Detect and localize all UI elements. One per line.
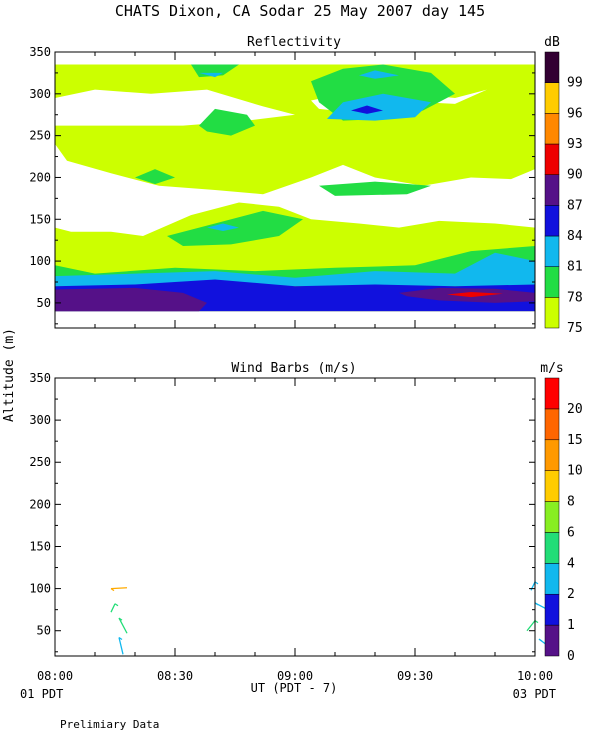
contour-level-81: [199, 72, 223, 78]
refl-colorbar-swatch: [544, 143, 560, 175]
wind-barb-flag: [538, 638, 543, 642]
wind-colorbar-swatch: [544, 501, 560, 533]
wind-ytick-label: 350: [29, 371, 51, 385]
refl-colorbar-label: 96: [567, 106, 583, 121]
wind-barb: [110, 603, 116, 613]
wind-ytick-label: 300: [29, 413, 51, 427]
wind-ytick-label: 150: [29, 539, 51, 553]
refl-colorbar-swatch: [544, 82, 560, 114]
chart-title: CHATS Dixon, CA Sodar 25 May 2007 day 14…: [115, 2, 485, 20]
wind-barb-flag: [118, 636, 123, 640]
contour-level-84: [351, 105, 383, 114]
refl-colorbar-swatch: [544, 174, 560, 206]
reflectivity-title: Reflectivity: [247, 35, 341, 50]
footnote: Prelimiary Data: [60, 718, 159, 731]
refl-ytick-label: 350: [29, 45, 51, 59]
contour-level-81: [207, 223, 239, 231]
refl-colorbar-label: 84: [567, 229, 583, 244]
contour-level-81: [359, 70, 399, 79]
wind-title: Wind Barbs (m/s): [231, 361, 356, 376]
wind-colorbar-label: 4: [567, 556, 575, 571]
refl-colorbar-swatch: [544, 266, 560, 298]
wind-xtick-label: 09:00: [277, 669, 313, 683]
wind-barb-flag: [118, 617, 123, 621]
reflectivity-colorbar: 75 78 81 84 87 90 93 96 99: [544, 51, 583, 336]
wind-axes: 50 100 150 200 250 300 350 08:00 08:30 09:00 09:30…: [29, 371, 553, 683]
wind-colorbar-label: 1: [567, 618, 575, 633]
wind-unit: m/s: [540, 361, 563, 376]
refl-ytick-label: 150: [29, 212, 51, 226]
wind-ytick-label: 100: [29, 582, 51, 596]
refl-colorbar-label: 75: [567, 321, 583, 336]
wind-barb: [118, 637, 124, 655]
wind-barb: [526, 620, 536, 632]
reflectivity-axes: 50 100 150 200 250 300 350: [29, 45, 536, 329]
wind-colorbar-swatch: [544, 532, 560, 564]
contour-level-81: [327, 93, 431, 121]
contour-level-78: [135, 169, 175, 185]
contour-level-78: [199, 108, 255, 136]
refl-colorbar-label: 81: [567, 260, 583, 275]
wind-colorbar-swatch: [544, 439, 560, 471]
refl-colorbar-swatch: [544, 113, 560, 145]
wind-ytick-label: 250: [29, 455, 51, 469]
wind-colorbar-swatch: [544, 408, 560, 441]
wind-barb-flag: [114, 603, 119, 607]
contour-level-78: [319, 181, 431, 196]
wind-barb-flag: [110, 588, 115, 592]
refl-colorbar-swatch: [544, 205, 560, 237]
wind-xtick-label: 09:30: [397, 669, 433, 683]
wind-ytick-label: 50: [37, 624, 51, 638]
wind-xtick-label: 08:00: [37, 669, 73, 683]
refl-ytick-label: 100: [29, 254, 51, 268]
refl-colorbar-label: 93: [567, 137, 583, 152]
wind-colorbar: 0 1 2 4 6 8 10 15 20: [544, 377, 583, 664]
refl-colorbar-swatch: [544, 51, 560, 83]
x-axis-label: UT (PDT - 7): [251, 681, 338, 695]
refl-colorbar-swatch: [544, 297, 560, 329]
contour-level-81: [55, 252, 535, 287]
wind-colorbar-swatch: [544, 470, 560, 502]
wind-xtick-label: 08:30: [157, 669, 193, 683]
refl-colorbar-label: 78: [567, 290, 583, 305]
wind-colorbar-label: 2: [567, 587, 575, 602]
wind-colorbar-swatch: [544, 593, 560, 626]
wind-colorbar-swatch: [544, 563, 560, 595]
wind-colorbar-label: 6: [567, 525, 575, 540]
wind-colorbar-label: 8: [567, 495, 575, 510]
reflectivity-contours: [55, 64, 535, 312]
contour-level-white: [55, 144, 535, 236]
refl-ytick-label: 200: [29, 170, 51, 184]
wind-barbs: [110, 581, 556, 655]
y-axis-label: Altitude (m): [2, 328, 17, 422]
wind-colorbar-label: 15: [567, 433, 583, 448]
x-sublabel-left: 01 PDT: [20, 687, 63, 701]
wind-colorbar-swatch: [544, 377, 560, 410]
reflectivity-unit: dB: [544, 35, 560, 50]
wind-colorbar-label: 0: [567, 649, 575, 664]
wind-plot-frame: [54, 377, 536, 657]
wind-barb: [118, 617, 128, 634]
wind-barb: [110, 587, 128, 590]
wind-xtick-label: 10:00: [517, 669, 553, 683]
refl-colorbar-label: 87: [567, 198, 583, 213]
contour-level-87: [55, 287, 207, 312]
contour-level-90: [447, 292, 503, 298]
refl-ytick-label: 50: [37, 296, 51, 310]
refl-ytick-label: 300: [29, 87, 51, 101]
refl-colorbar-swatch: [544, 235, 560, 267]
refl-ytick-label: 250: [29, 129, 51, 143]
wind-colorbar-swatch: [544, 624, 560, 657]
wind-ytick-label: 200: [29, 497, 51, 511]
refl-colorbar-label: 90: [567, 168, 583, 183]
refl-colorbar-label: 99: [567, 76, 583, 91]
wind-colorbar-label: 20: [567, 402, 583, 417]
wind-colorbar-label: 10: [567, 464, 583, 479]
x-sublabel-right: 03 PDT: [513, 687, 556, 701]
